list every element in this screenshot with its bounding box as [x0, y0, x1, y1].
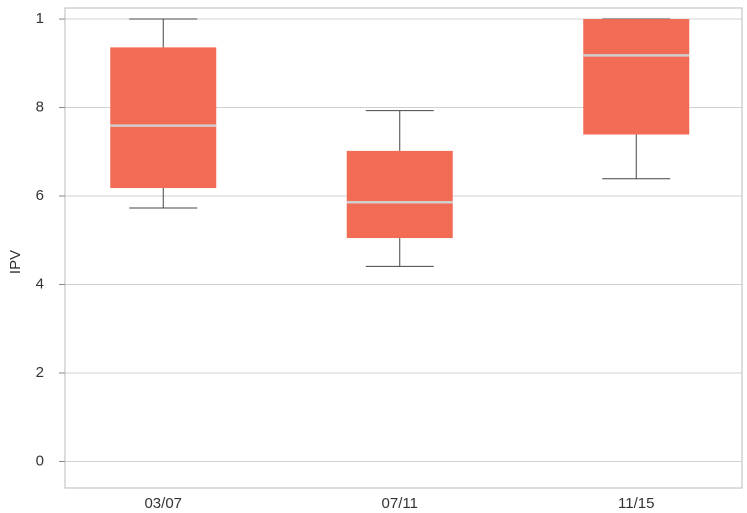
y-tick-label: 0 — [36, 452, 44, 469]
box — [346, 150, 453, 239]
x-tick-label: 03/07 — [144, 495, 182, 512]
y-tick-label: 4 — [36, 275, 44, 292]
plot-frame — [64, 7, 743, 489]
x-tick-label: 07/11 — [382, 495, 418, 512]
y-axis-label: IPV — [7, 250, 24, 274]
box — [583, 19, 690, 135]
y-tick-label: 6 — [36, 187, 44, 204]
box — [110, 47, 217, 189]
y-tick-label: 1 — [36, 10, 44, 27]
y-tick-label: 8 — [36, 99, 44, 116]
y-tick-label: 2 — [36, 364, 44, 381]
x-tick-label: 11/15 — [618, 495, 654, 512]
